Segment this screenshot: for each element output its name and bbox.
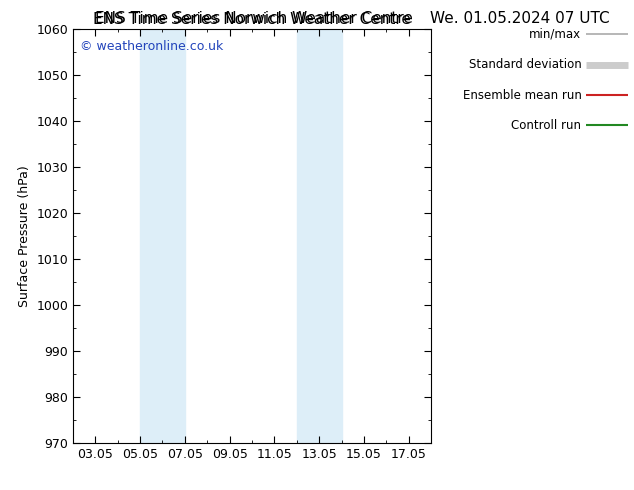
Text: ENS Time Series Norwich Weather Centre: ENS Time Series Norwich Weather Centre [94, 11, 413, 26]
Bar [140, 29, 185, 443]
Bar [297, 29, 342, 443]
Text: © weatheronline.co.uk: © weatheronline.co.uk [80, 40, 223, 53]
Text: min/max: min/max [529, 28, 581, 41]
Y-axis label: Surface Pressure (hPa): Surface Pressure (hPa) [18, 166, 30, 307]
Text: ENS Time Series Norwich Weather Centre: ENS Time Series Norwich Weather Centre [93, 12, 411, 27]
Text: Ensemble mean run: Ensemble mean run [463, 89, 581, 101]
Text: Controll run: Controll run [512, 119, 581, 132]
Text: Standard deviation: Standard deviation [469, 58, 581, 71]
Title: ENS Time Series Norwich Weather Centre      We. 01.05.2024 07 UTC: ENS Time Series Norwich Weather Centre W… [0, 489, 1, 490]
Text: We. 01.05.2024 07 UTC: We. 01.05.2024 07 UTC [430, 11, 610, 26]
